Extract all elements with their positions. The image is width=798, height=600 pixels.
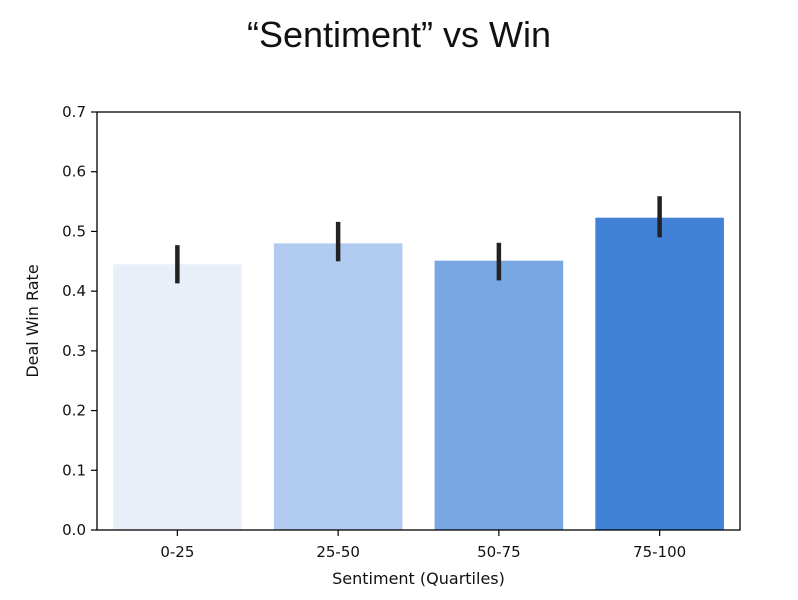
x-tick-label: 0-25 [160, 543, 194, 561]
bar-0-25 [113, 264, 242, 530]
y-tick-label: 0.1 [62, 461, 86, 479]
x-tick-label: 50-75 [477, 543, 521, 561]
plot-frame [96, 111, 741, 531]
x-tick-label: 75-100 [633, 543, 686, 561]
bar-25-50 [273, 243, 403, 530]
y-tick-label: 0.0 [62, 521, 86, 539]
x-axis: 0-25 25-50 50-75 75-100 [160, 530, 686, 561]
bar-50-75 [434, 260, 564, 530]
y-tick-label: 0.4 [62, 282, 86, 300]
y-tick-label: 0.5 [62, 222, 86, 240]
y-tick-label: 0.7 [62, 103, 86, 121]
x-tick-label: 25-50 [316, 543, 360, 561]
error-bars-layer [175, 196, 662, 284]
bars-layer [113, 217, 724, 531]
y-axis-label: Deal Win Rate [23, 264, 42, 377]
y-tick-label: 0.2 [62, 402, 86, 420]
y-tick-label: 0.3 [62, 342, 86, 360]
y-tick-label: 0.6 [62, 163, 86, 181]
x-axis-label: Sentiment (Quartiles) [332, 569, 505, 588]
y-axis: 0.0 0.1 0.2 0.3 0.4 0.5 0.6 0.7 [62, 103, 97, 539]
bar-75-100 [595, 217, 724, 531]
chart-title: “Sentiment” vs Win [246, 14, 552, 55]
